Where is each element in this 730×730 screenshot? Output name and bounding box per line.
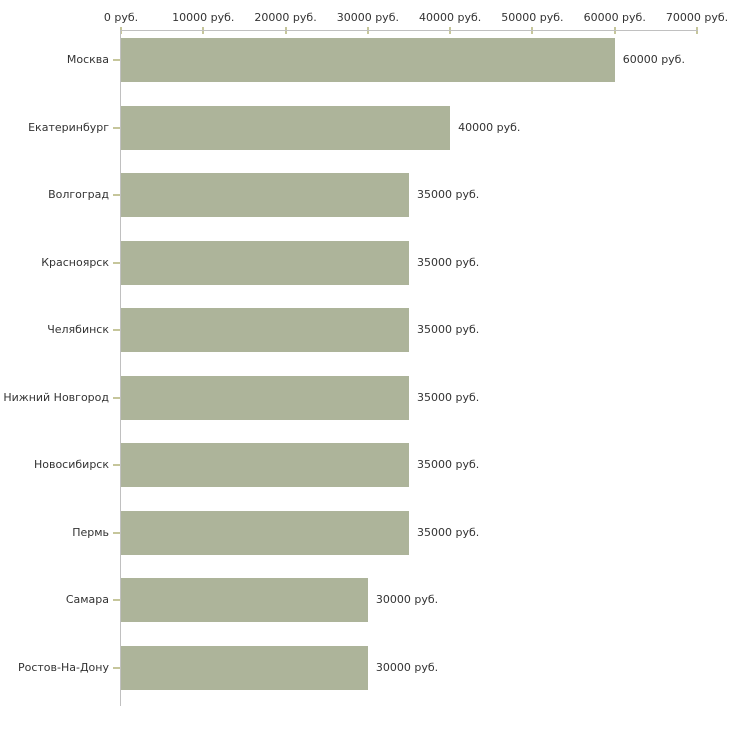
- bar-row: Волгоград 35000 руб.: [0, 166, 730, 234]
- category-tick-mark: [113, 599, 120, 601]
- category-tick-mark: [113, 194, 120, 196]
- x-axis-tick-label: 60000 руб.: [583, 11, 646, 24]
- bar-row: Челябинск 35000 руб.: [0, 301, 730, 369]
- category-label: Пермь: [72, 525, 109, 539]
- x-axis-tick-label: 50000 руб.: [501, 11, 564, 24]
- bar-row: Самара 30000 руб.: [0, 571, 730, 639]
- category-tick-mark: [113, 261, 120, 264]
- x-axis-line: [120, 30, 698, 31]
- category-label: Нижний Новгород: [3, 390, 109, 404]
- value-label: 35000 руб.: [417, 390, 480, 404]
- bar-row: Красноярск 35000 руб.: [0, 234, 730, 302]
- category-tick-mark: [113, 329, 120, 331]
- category-label: Самара: [65, 593, 109, 606]
- category-label: Москва: [66, 53, 109, 66]
- x-axis-tick-label: 70000 руб.: [665, 11, 729, 24]
- category-label: Новосибирск: [33, 458, 109, 471]
- category-tick-mark: [113, 396, 120, 399]
- bar: [121, 510, 409, 555]
- value-label: 40000 руб.: [458, 120, 521, 134]
- bar: [121, 38, 615, 82]
- plot-area: Москва 60000 руб. Екатеринбург 40000 руб…: [0, 31, 730, 706]
- category-tick-mark: [113, 666, 120, 669]
- category-tick-mark: [113, 464, 120, 466]
- value-label: 60000 руб.: [622, 53, 685, 66]
- y-axis-line: [120, 30, 121, 706]
- bar-row: Екатеринбург 40000 руб.: [0, 99, 730, 167]
- category-tick-mark: [113, 59, 120, 61]
- bar-row: Ростов-На-Дону 30000 руб.: [0, 639, 730, 707]
- category-label: Красноярск: [41, 255, 109, 269]
- bar: [121, 173, 409, 217]
- bar-row: Пермь 35000 руб.: [0, 504, 730, 572]
- bar: [121, 645, 368, 690]
- category-label: Екатеринбург: [28, 120, 109, 134]
- bar-row: Новосибирск 35000 руб.: [0, 436, 730, 504]
- category-tick-mark: [113, 126, 120, 129]
- x-axis-tick-label: 0 руб.: [103, 11, 139, 24]
- x-axis-tick-label: 30000 руб.: [336, 11, 399, 24]
- value-label: 35000 руб.: [417, 323, 480, 336]
- value-label: 35000 руб.: [417, 458, 480, 471]
- bar: [121, 375, 409, 420]
- bar: [121, 443, 409, 487]
- bar-row: Москва 60000 руб.: [0, 31, 730, 99]
- category-tick-mark: [113, 531, 120, 534]
- x-axis-tick-label: 20000 руб.: [254, 11, 317, 24]
- category-label: Челябинск: [47, 323, 109, 336]
- bar-row: Нижний Новгород 35000 руб.: [0, 369, 730, 437]
- bar: [121, 578, 368, 622]
- bar: [121, 308, 409, 352]
- value-label: 30000 руб.: [375, 660, 439, 674]
- category-label: Ростов-На-Дону: [17, 660, 109, 674]
- value-label: 35000 руб.: [417, 255, 480, 269]
- value-label: 30000 руб.: [375, 593, 439, 606]
- category-label: Волгоград: [48, 188, 109, 201]
- bar: [121, 105, 451, 150]
- x-axis-tick-label: 40000 руб.: [419, 11, 482, 24]
- value-label: 35000 руб.: [417, 188, 480, 201]
- x-axis-tick-label: 10000 руб.: [172, 11, 235, 24]
- bar: [121, 240, 409, 285]
- value-label: 35000 руб.: [417, 525, 480, 539]
